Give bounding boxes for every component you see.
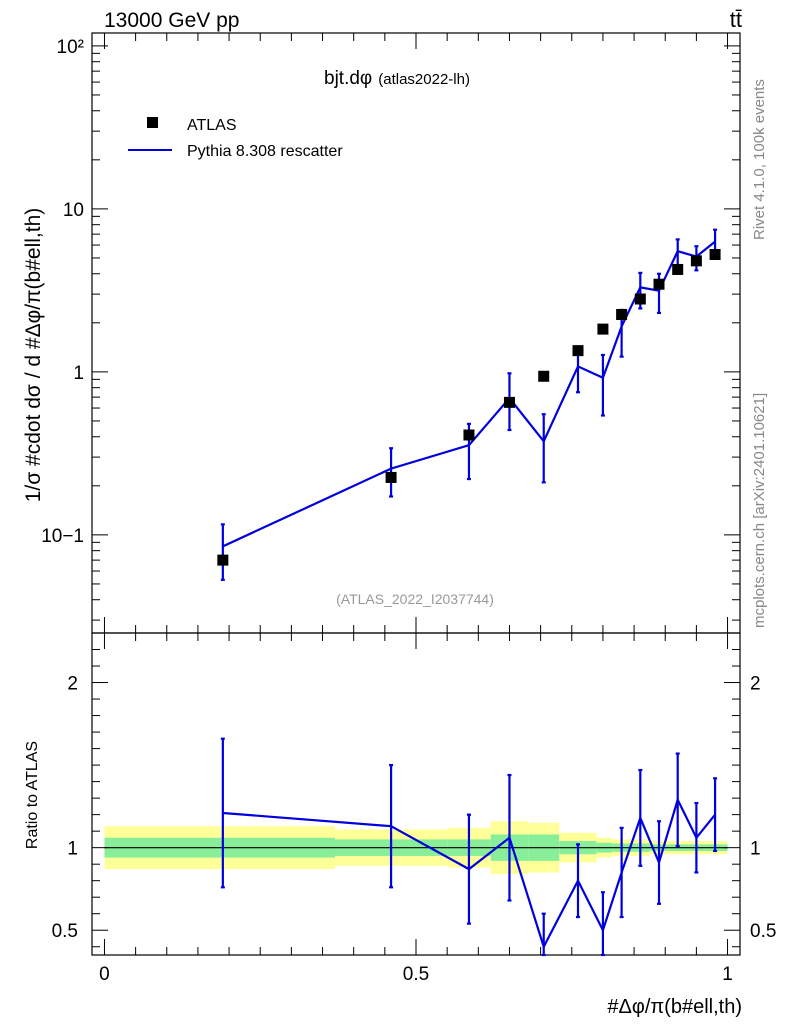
data-point xyxy=(503,396,515,408)
data-point xyxy=(217,554,229,566)
ratio-y-tick-label-right: 0.5 xyxy=(750,921,776,942)
plot-title: bjt.dφ (atlas2022-lh) xyxy=(324,68,470,89)
data-point xyxy=(572,345,584,357)
x-tick-label: 1 xyxy=(722,964,733,985)
x-axis-label: #Δφ/π(b#ell,th) xyxy=(607,996,742,1018)
main-data-series xyxy=(217,249,721,566)
data-point xyxy=(672,263,684,275)
plot-title-suffix: (atlas2022-lh) xyxy=(378,71,470,88)
ratio-y-axis-label: Ratio to ATLAS xyxy=(24,741,41,849)
plot-title-main: bjt.dφ xyxy=(324,68,372,89)
analysis-label: (ATLAS_2022_I2037744) xyxy=(336,591,494,607)
data-point xyxy=(385,471,397,483)
energy-label: 13000 GeV pp xyxy=(104,9,239,32)
main-y-tick-label: 1 xyxy=(73,363,84,384)
data-point xyxy=(634,293,646,305)
data-point xyxy=(709,249,721,261)
process-label: tt̄ xyxy=(730,7,742,32)
legend-data-marker xyxy=(147,117,158,128)
data-point xyxy=(653,278,665,290)
main-axes-ticks: 10−1 1 10 10² xyxy=(41,33,740,633)
main-mc-series xyxy=(220,228,718,581)
x-tick-label: 0.5 xyxy=(403,964,429,985)
ratio-plot-frame xyxy=(91,632,741,956)
rivet-label: Rivet 4.1.0, 100k events xyxy=(751,79,768,240)
data-point xyxy=(616,308,628,320)
x-tick-label: 0 xyxy=(99,964,110,985)
ratio-mc-series xyxy=(220,737,718,957)
data-point xyxy=(463,429,475,441)
main-y-tick-label: 10² xyxy=(57,37,84,58)
legend-data-label: ATLAS xyxy=(187,117,237,134)
ratio-y-tick-label-right: 2 xyxy=(750,674,761,695)
legend-mc-label: Pythia 8.308 rescatter xyxy=(187,143,343,160)
data-point xyxy=(538,370,550,382)
main-y-tick-label: 10 xyxy=(63,200,84,221)
ratio-y-tick-label: 2 xyxy=(67,674,78,695)
main-y-axis-title: 1/σ #cdot dσ / d #Δφ/π(b#ell,th) xyxy=(22,208,45,503)
main-y-axis-label: 1/σ #cdot dσ / d #Δφ/π(b#ell,th) xyxy=(22,208,45,503)
ratio-y-tick-label: 1 xyxy=(67,839,78,860)
ratio-y-tick-label-right: 1 xyxy=(750,839,761,860)
main-y-tick-label: 10−1 xyxy=(41,526,84,547)
ratio-y-tick-label: 0.5 xyxy=(52,921,78,942)
mcplots-label: mcplots.cern.ch [arXiv:2401.10621] xyxy=(751,393,768,628)
data-point xyxy=(690,255,702,267)
data-point xyxy=(597,323,609,335)
ratio-axes-ticks: 0.5 0.5 1 1 2 2 0 0.5 1 xyxy=(52,633,776,985)
